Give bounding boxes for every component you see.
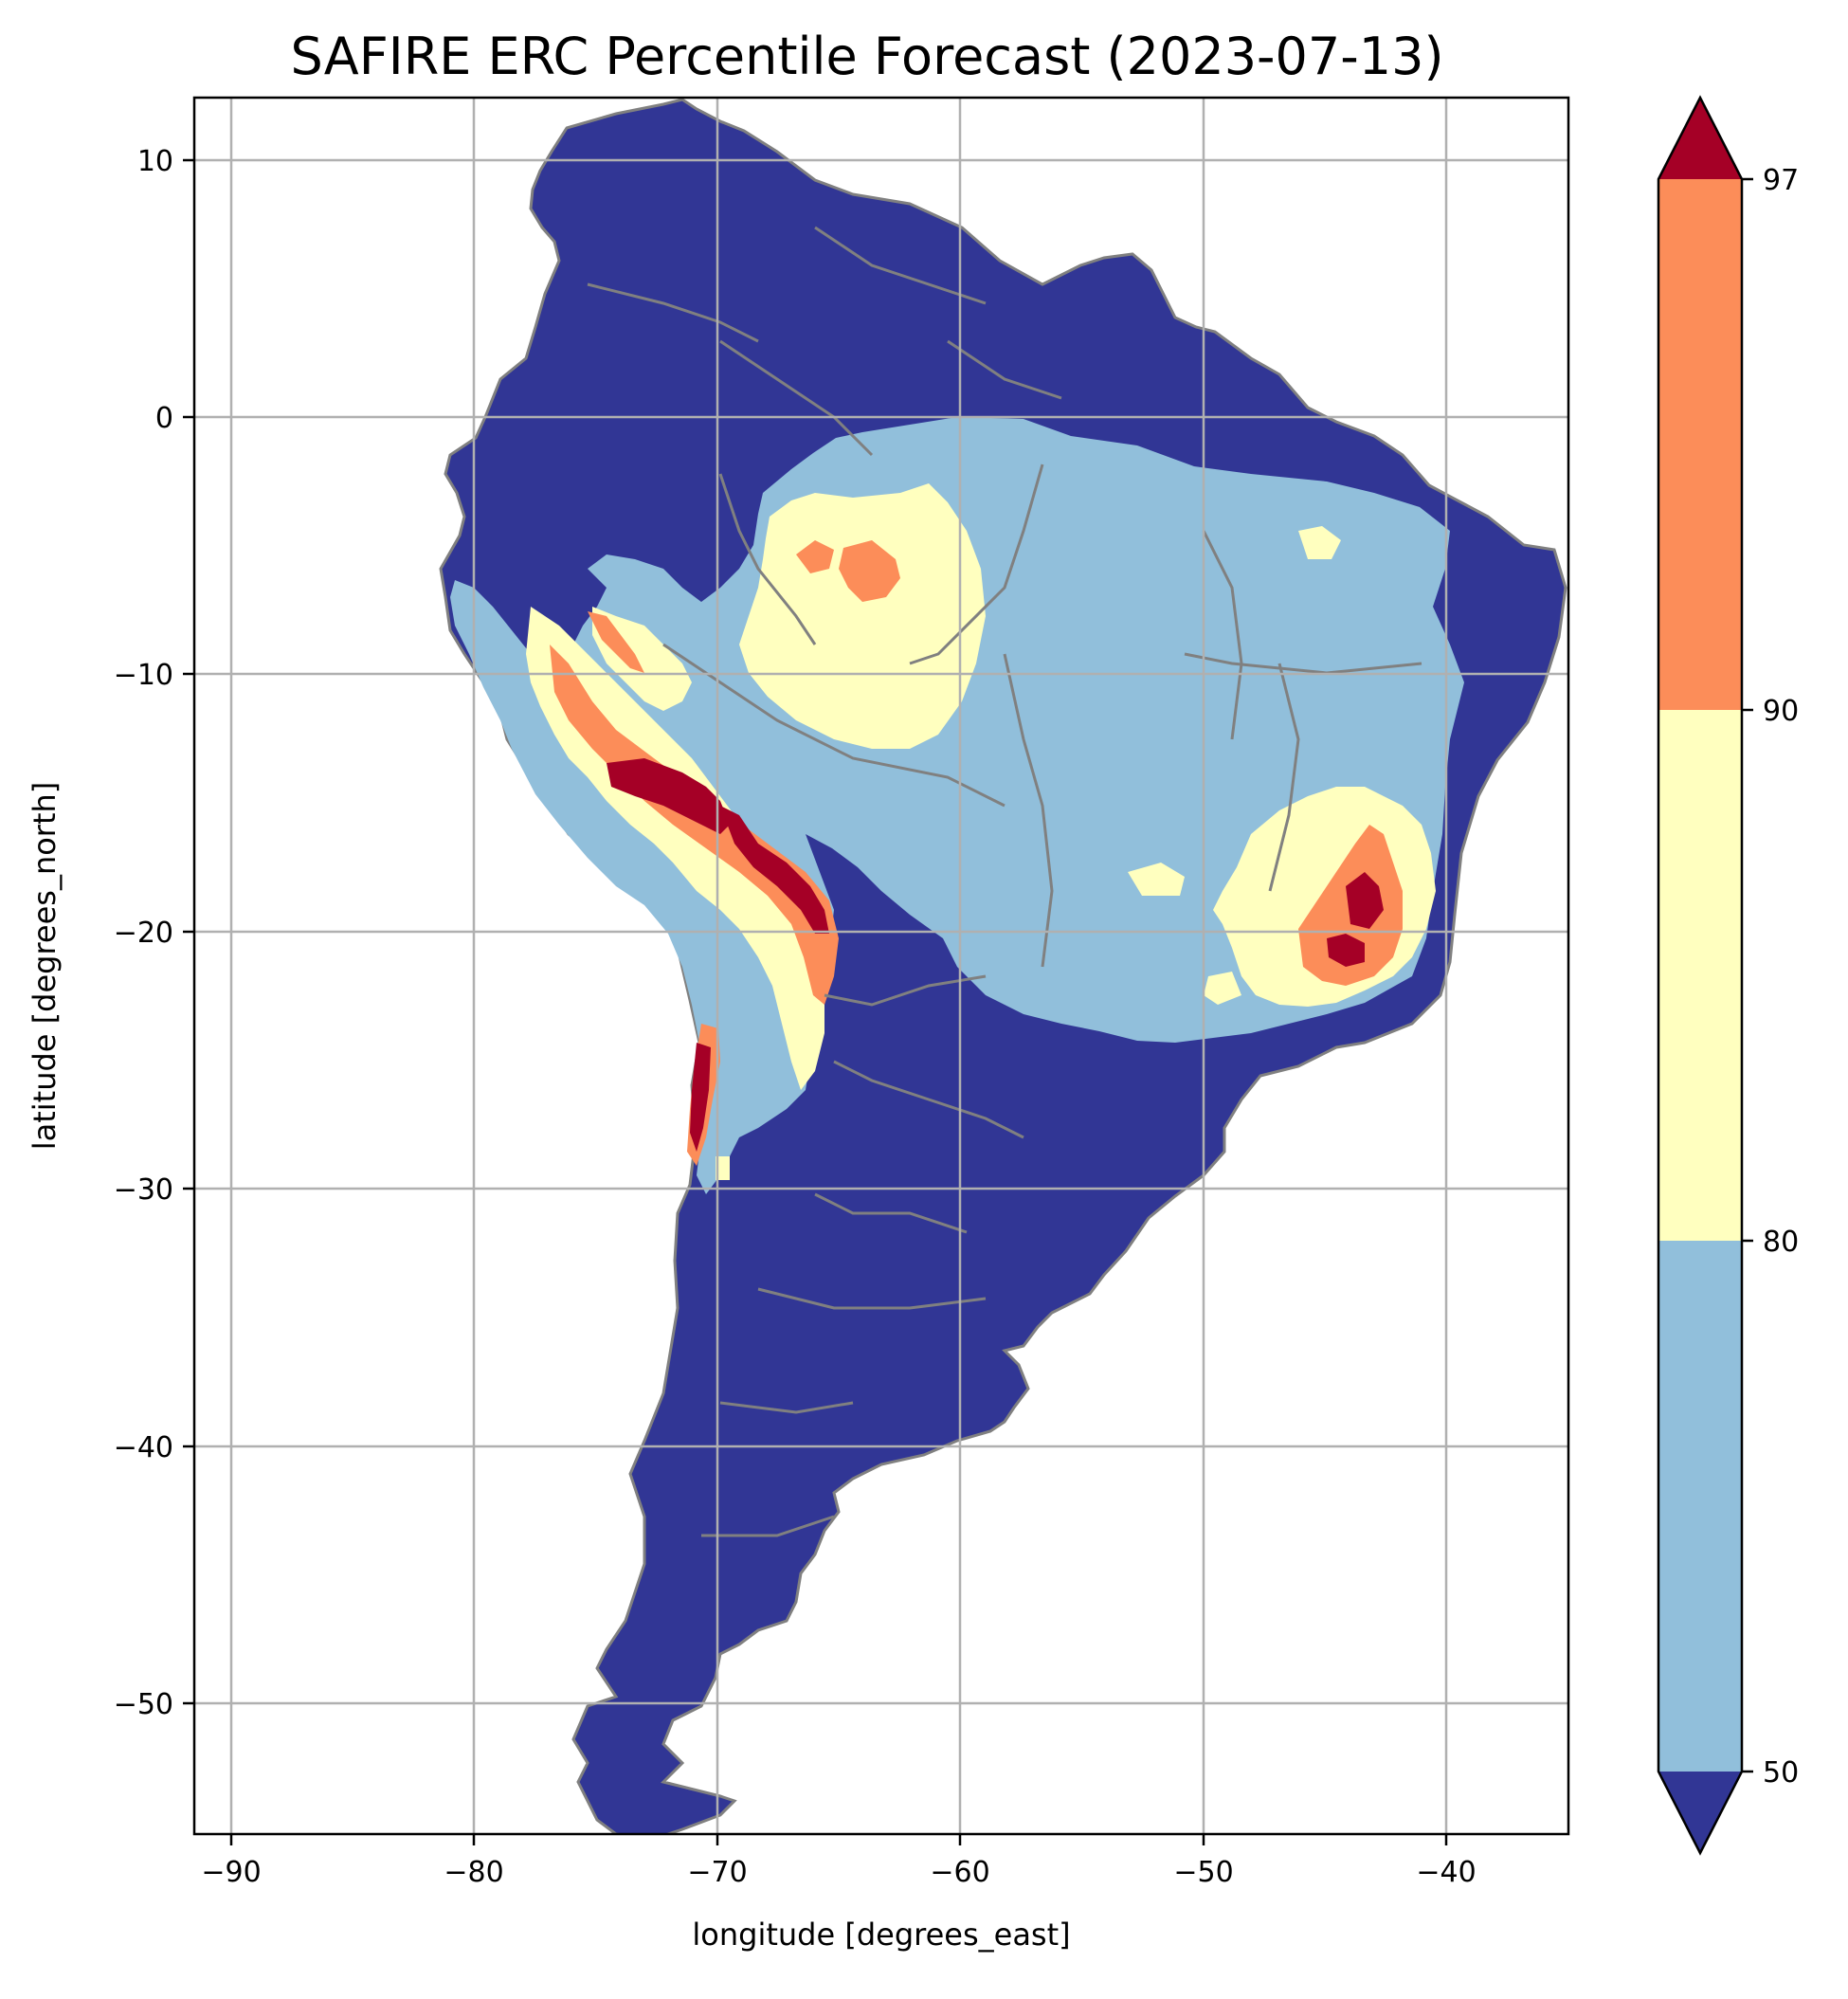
zone-90-97-north-a	[796, 540, 834, 573]
zone-90-97-andes	[588, 611, 644, 673]
y-tick-label: −50	[114, 1688, 173, 1721]
y-axis: 10 0 −10 −20 −30 −40 −50 latitude [degre…	[27, 145, 194, 1721]
map-area	[194, 98, 1568, 1834]
zone-80-90-patch-4	[716, 1156, 730, 1180]
map-title: SAFIRE ERC Percentile Forecast (2023-07-…	[290, 27, 1443, 86]
zone-above-97-andes-b	[720, 806, 829, 934]
zone-90-97-north-b	[839, 540, 900, 602]
colorbar-tick-label: 80	[1763, 1226, 1799, 1259]
zone-80-90-north	[739, 483, 986, 749]
zone-above-97-southeast-a	[1346, 872, 1384, 929]
axes-frame	[192, 96, 1570, 1836]
colorbar-bin-80-90	[1658, 710, 1742, 1241]
colorbar: 97 90 80 50	[1657, 95, 1799, 1856]
y-tick-label: −10	[114, 659, 173, 692]
zone-80-90-patch-2	[1128, 863, 1185, 896]
colorbar-bin-50-80	[1658, 1241, 1742, 1772]
zone-above-97-andes-a	[607, 758, 730, 834]
zone-above-97-chile	[690, 1043, 711, 1152]
x-tick-label: −70	[687, 1856, 747, 1889]
x-tick-label: −80	[444, 1856, 503, 1889]
colorbar-extend-low	[1658, 1772, 1742, 1853]
x-tick-label: −50	[1173, 1856, 1233, 1889]
y-tick-label: 10	[137, 145, 173, 178]
y-tick-label: −20	[114, 917, 173, 950]
colorbar-tick-label: 97	[1763, 164, 1799, 197]
colorbar-tick-label: 90	[1763, 695, 1799, 728]
y-tick-label: −30	[114, 1173, 173, 1207]
x-axis-label: longitude [degrees_east]	[692, 1917, 1070, 1953]
zone-90-97-andes-ridge	[550, 645, 839, 1005]
zone-above-97	[607, 758, 1384, 1152]
y-tick-label: 0	[155, 402, 173, 435]
colorbar-extend-high	[1658, 98, 1742, 179]
colorbar-tick-label: 50	[1763, 1756, 1799, 1790]
y-tick-label: −40	[114, 1431, 173, 1464]
zone-80-90-patch-1	[1298, 526, 1341, 559]
colorbar-bin-90-97	[1658, 179, 1742, 710]
gridlines	[194, 98, 1568, 1834]
x-tick-label: −90	[201, 1856, 261, 1889]
x-tick-label: −60	[930, 1856, 989, 1889]
zone-above-97-southeast-b	[1327, 934, 1365, 967]
x-tick-label: −40	[1416, 1856, 1476, 1889]
y-axis-label: latitude [degrees_north]	[27, 782, 63, 1151]
political-borders	[587, 226, 1422, 1537]
zone-80-90-patch-3	[1204, 972, 1241, 1005]
x-axis: −90 −80 −70 −60 −50 −40 longitude [degre…	[201, 1834, 1477, 1953]
